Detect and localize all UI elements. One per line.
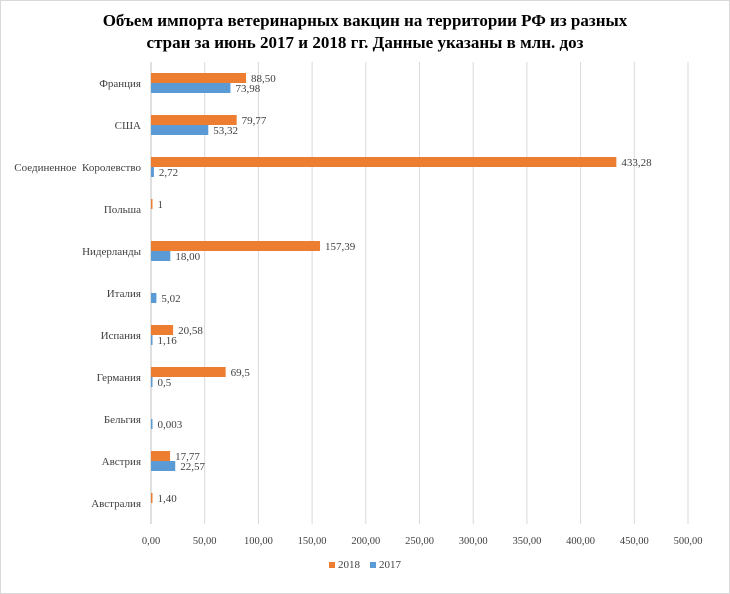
data-label-2017-2: 2,72 [159, 167, 178, 179]
data-label-2017-4: 18,00 [175, 251, 200, 263]
x-tick-label-3: 150,00 [298, 536, 327, 547]
legend-item-2018: 2018 [329, 559, 360, 571]
legend-swatch-2017 [370, 562, 376, 568]
bar-2018-2 [151, 157, 617, 167]
bar-2018-1 [151, 115, 237, 125]
data-label-2018-10: 1,40 [158, 493, 178, 505]
bar-2018-6 [151, 325, 174, 335]
data-label-2018-2: 433,28 [621, 157, 652, 169]
x-tick-label-0: 0,00 [142, 536, 160, 547]
bar-2017-8 [151, 419, 153, 429]
bar-2018-4 [151, 241, 321, 251]
data-label-2018-7: 69,5 [231, 367, 251, 379]
bar-2018-10 [151, 493, 153, 503]
bar-2018-0 [151, 73, 247, 83]
bar-2017-9 [151, 461, 176, 471]
data-label-2018-9: 17,77 [175, 451, 200, 463]
legend-item-2017: 2017 [370, 559, 401, 571]
bar-2018-9 [151, 451, 171, 461]
chart-title-line-1: Объем импорта ветеринарных вакцин на тер… [102, 11, 628, 30]
legend-label-2017: 2017 [379, 559, 401, 571]
chart-title-line-2: стран за июнь 2017 и 2018 гг. Данные ука… [146, 33, 584, 52]
category-label-2: Соединенное Королевство [14, 162, 141, 174]
data-label-2017-5: 5,02 [161, 293, 180, 305]
bar-2018-3 [151, 199, 153, 209]
x-tick-label-8: 400,00 [566, 536, 595, 547]
x-tick-label-2: 100,00 [244, 536, 273, 547]
x-tick-label-7: 350,00 [512, 536, 541, 547]
bar-2017-7 [151, 377, 153, 387]
category-label-0: Франция [99, 78, 141, 90]
legend-swatch-2018 [329, 562, 335, 568]
data-label-2017-9: 22,57 [180, 461, 205, 473]
data-label-2018-0: 88,50 [251, 73, 276, 85]
data-label-2018-1: 79,77 [242, 115, 267, 127]
data-label-2017-6: 1,16 [158, 335, 178, 347]
category-label-1: США [115, 120, 141, 132]
legend-label-2018: 2018 [338, 559, 360, 571]
bar-2018-7 [151, 367, 226, 377]
bar-2017-1 [151, 125, 209, 135]
bar-2017-2 [151, 167, 154, 177]
bar-2017-5 [151, 293, 157, 303]
category-label-9: Австрия [102, 456, 141, 468]
category-label-7: Германия [97, 372, 141, 384]
x-tick-label-10: 500,00 [674, 536, 703, 547]
category-label-5: Италия [107, 288, 141, 300]
x-tick-label-4: 200,00 [351, 536, 380, 547]
x-tick-label-1: 50,00 [193, 536, 217, 547]
bar-2017-6 [151, 335, 153, 345]
data-label-2018-6: 20,58 [178, 325, 203, 337]
category-label-3: Польша [104, 204, 141, 216]
data-label-2017-1: 53,32 [213, 125, 238, 137]
chart-title: Объем импорта ветеринарных вакцин на тер… [0, 10, 730, 54]
x-tick-label-6: 300,00 [459, 536, 488, 547]
bar-2017-4 [151, 251, 171, 261]
x-tick-label-5: 250,00 [405, 536, 434, 547]
category-label-8: Бельгия [104, 414, 141, 426]
data-label-2017-7: 0,5 [158, 377, 172, 389]
data-label-2018-3: 1 [158, 199, 164, 211]
data-label-2017-0: 73,98 [235, 83, 260, 95]
data-label-2017-8: 0,003 [158, 419, 183, 431]
category-label-6: Испания [101, 330, 141, 342]
category-label-10: Австралия [91, 498, 141, 510]
data-label-2018-4: 157,39 [325, 241, 356, 253]
category-label-4: Нидерланды [82, 246, 142, 258]
x-tick-label-9: 450,00 [620, 536, 649, 547]
chart-legend: 2018 2017 [0, 559, 730, 571]
bar-2017-0 [151, 83, 231, 93]
